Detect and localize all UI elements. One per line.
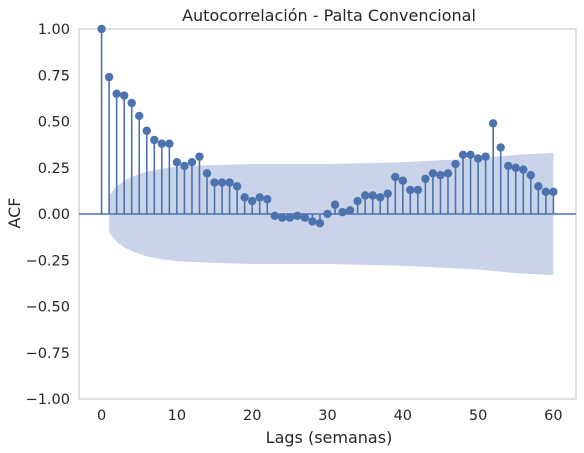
acf-point-2 xyxy=(112,89,121,98)
x-tick-label-30: 30 xyxy=(318,408,336,424)
acf-point-35 xyxy=(360,191,370,200)
acf-point-55 xyxy=(511,163,520,172)
acf-point-23 xyxy=(270,211,279,221)
acf-point-30 xyxy=(323,209,332,219)
acf-point-31 xyxy=(330,200,340,209)
acf-point-52 xyxy=(488,119,498,128)
acf-point-19 xyxy=(240,193,249,202)
acf-point-17 xyxy=(225,178,234,187)
x-tick-label-40: 40 xyxy=(394,408,412,424)
acf-point-29 xyxy=(315,219,325,228)
acf-point-57 xyxy=(526,170,536,180)
acf-point-22 xyxy=(263,195,272,204)
acf-point-26 xyxy=(293,211,302,221)
acf-point-43 xyxy=(421,174,430,184)
plot-area: 0 10 20 30 40 50 60 1.00 0.75 0.50 0.25 0.00 −0.25 −0… xyxy=(26,22,577,424)
acf-point-56 xyxy=(519,165,528,174)
acf-point-16 xyxy=(217,178,227,187)
acf-point-36 xyxy=(368,191,377,200)
acf-point-1 xyxy=(104,72,114,82)
acf-point-51 xyxy=(481,152,490,161)
y-tick-label-7: −0.75 xyxy=(26,346,70,362)
acf-point-4 xyxy=(127,98,136,108)
acf-point-33 xyxy=(345,206,355,215)
acf-point-38 xyxy=(383,189,392,198)
y-tick-label-3: 0.25 xyxy=(38,161,70,177)
acf-point-41 xyxy=(406,185,415,195)
acf-point-42 xyxy=(413,185,423,195)
acf-point-14 xyxy=(202,169,212,178)
y-tick-label-4: 0.00 xyxy=(38,207,70,223)
acf-point-12 xyxy=(187,158,197,167)
acf-point-49 xyxy=(466,150,475,159)
y-tick-label-0: 1.00 xyxy=(38,22,70,38)
acf-point-7 xyxy=(150,135,159,145)
acf-point-34 xyxy=(353,196,362,206)
acf-point-18 xyxy=(232,182,242,191)
x-tick-label-20: 20 xyxy=(243,408,261,424)
acf-point-5 xyxy=(135,111,144,121)
acf-point-3 xyxy=(119,91,129,100)
acf-point-32 xyxy=(338,207,347,217)
acf-point-53 xyxy=(496,143,505,152)
acf-point-24 xyxy=(278,213,287,222)
acf-point-44 xyxy=(428,169,438,178)
acf-point-40 xyxy=(398,176,408,185)
acf-point-10 xyxy=(172,158,182,167)
acf-point-20 xyxy=(247,196,257,206)
y-tick-label-8: −1.00 xyxy=(26,392,70,408)
acf-point-25 xyxy=(285,213,295,222)
acf-point-13 xyxy=(195,152,204,161)
acf-point-11 xyxy=(180,161,189,171)
y-tick-label-6: −0.50 xyxy=(26,300,70,316)
acf-point-28 xyxy=(308,217,317,226)
x-tick-label-10: 10 xyxy=(168,408,186,424)
acf-point-39 xyxy=(391,172,400,182)
x-tick-label-50: 50 xyxy=(469,408,487,424)
acf-point-59 xyxy=(541,187,551,196)
chart-title: Autocorrelación - Palta Convencional xyxy=(182,6,476,25)
acf-point-54 xyxy=(504,161,513,171)
acf-point-50 xyxy=(473,154,483,163)
acf-point-45 xyxy=(436,170,445,180)
acf-point-48 xyxy=(458,150,468,159)
acf-point-60 xyxy=(549,187,558,196)
acf-point-8 xyxy=(157,139,167,148)
acf-point-27 xyxy=(300,213,310,222)
acf-point-6 xyxy=(142,126,151,135)
acf-point-21 xyxy=(255,193,264,202)
acf-point-37 xyxy=(376,193,385,202)
acf-point-0 xyxy=(97,24,106,34)
y-tick-label-1: 0.75 xyxy=(38,68,70,84)
acf-point-47 xyxy=(451,159,460,169)
acf-point-58 xyxy=(534,182,543,191)
acf-point-9 xyxy=(165,139,174,148)
acf-point-46 xyxy=(443,169,453,178)
acf-point-15 xyxy=(210,178,219,187)
x-tick-label-60: 60 xyxy=(544,408,562,424)
x-axis-label: Lags (semanas) xyxy=(266,428,393,447)
y-tick-label-5: −0.25 xyxy=(26,253,70,269)
x-tick-label-0: 0 xyxy=(97,408,106,424)
y-axis-label: ACF xyxy=(5,197,24,228)
y-tick-label-2: 0.50 xyxy=(38,115,70,131)
